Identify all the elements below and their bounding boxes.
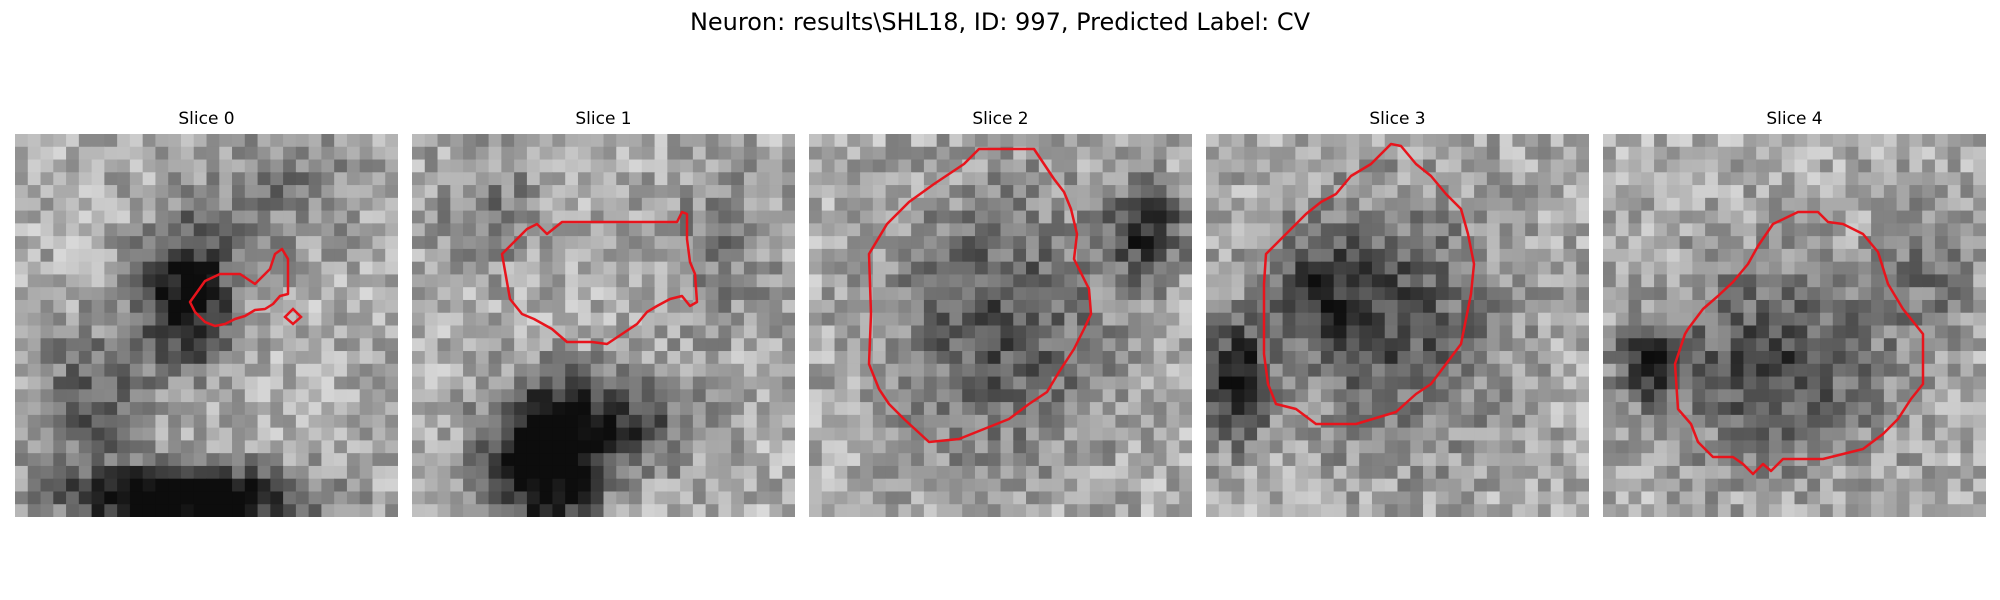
slice-4-image	[1603, 134, 1986, 517]
slice-1-image	[412, 134, 795, 517]
segmentation-contour-fragment	[283, 307, 303, 326]
segmentation-contour	[1262, 142, 1476, 426]
panel-title: Slice 1	[575, 109, 632, 129]
segmentation-contour	[867, 147, 1093, 444]
panel-title: Slice 2	[972, 109, 1029, 129]
segmentation-contour	[1673, 210, 1925, 476]
slice-2-image	[809, 134, 1192, 517]
pixel-grid	[412, 134, 795, 517]
panel-title: Slice 4	[1766, 109, 1823, 129]
pixel-grid	[1603, 134, 1986, 517]
slice-3-image	[1206, 134, 1589, 517]
figure-title: Neuron: results\SHL18, ID: 997, Predicte…	[689, 8, 1311, 36]
pixel-grid	[809, 134, 1192, 517]
pixel-grid	[1206, 134, 1589, 517]
panel-title: Slice 0	[178, 109, 235, 129]
panel-title: Slice 3	[1369, 109, 1426, 129]
segmentation-contour	[500, 210, 699, 346]
segmentation-contour	[188, 247, 290, 328]
slice-0-image	[15, 134, 398, 517]
pixel-grid	[15, 134, 398, 517]
